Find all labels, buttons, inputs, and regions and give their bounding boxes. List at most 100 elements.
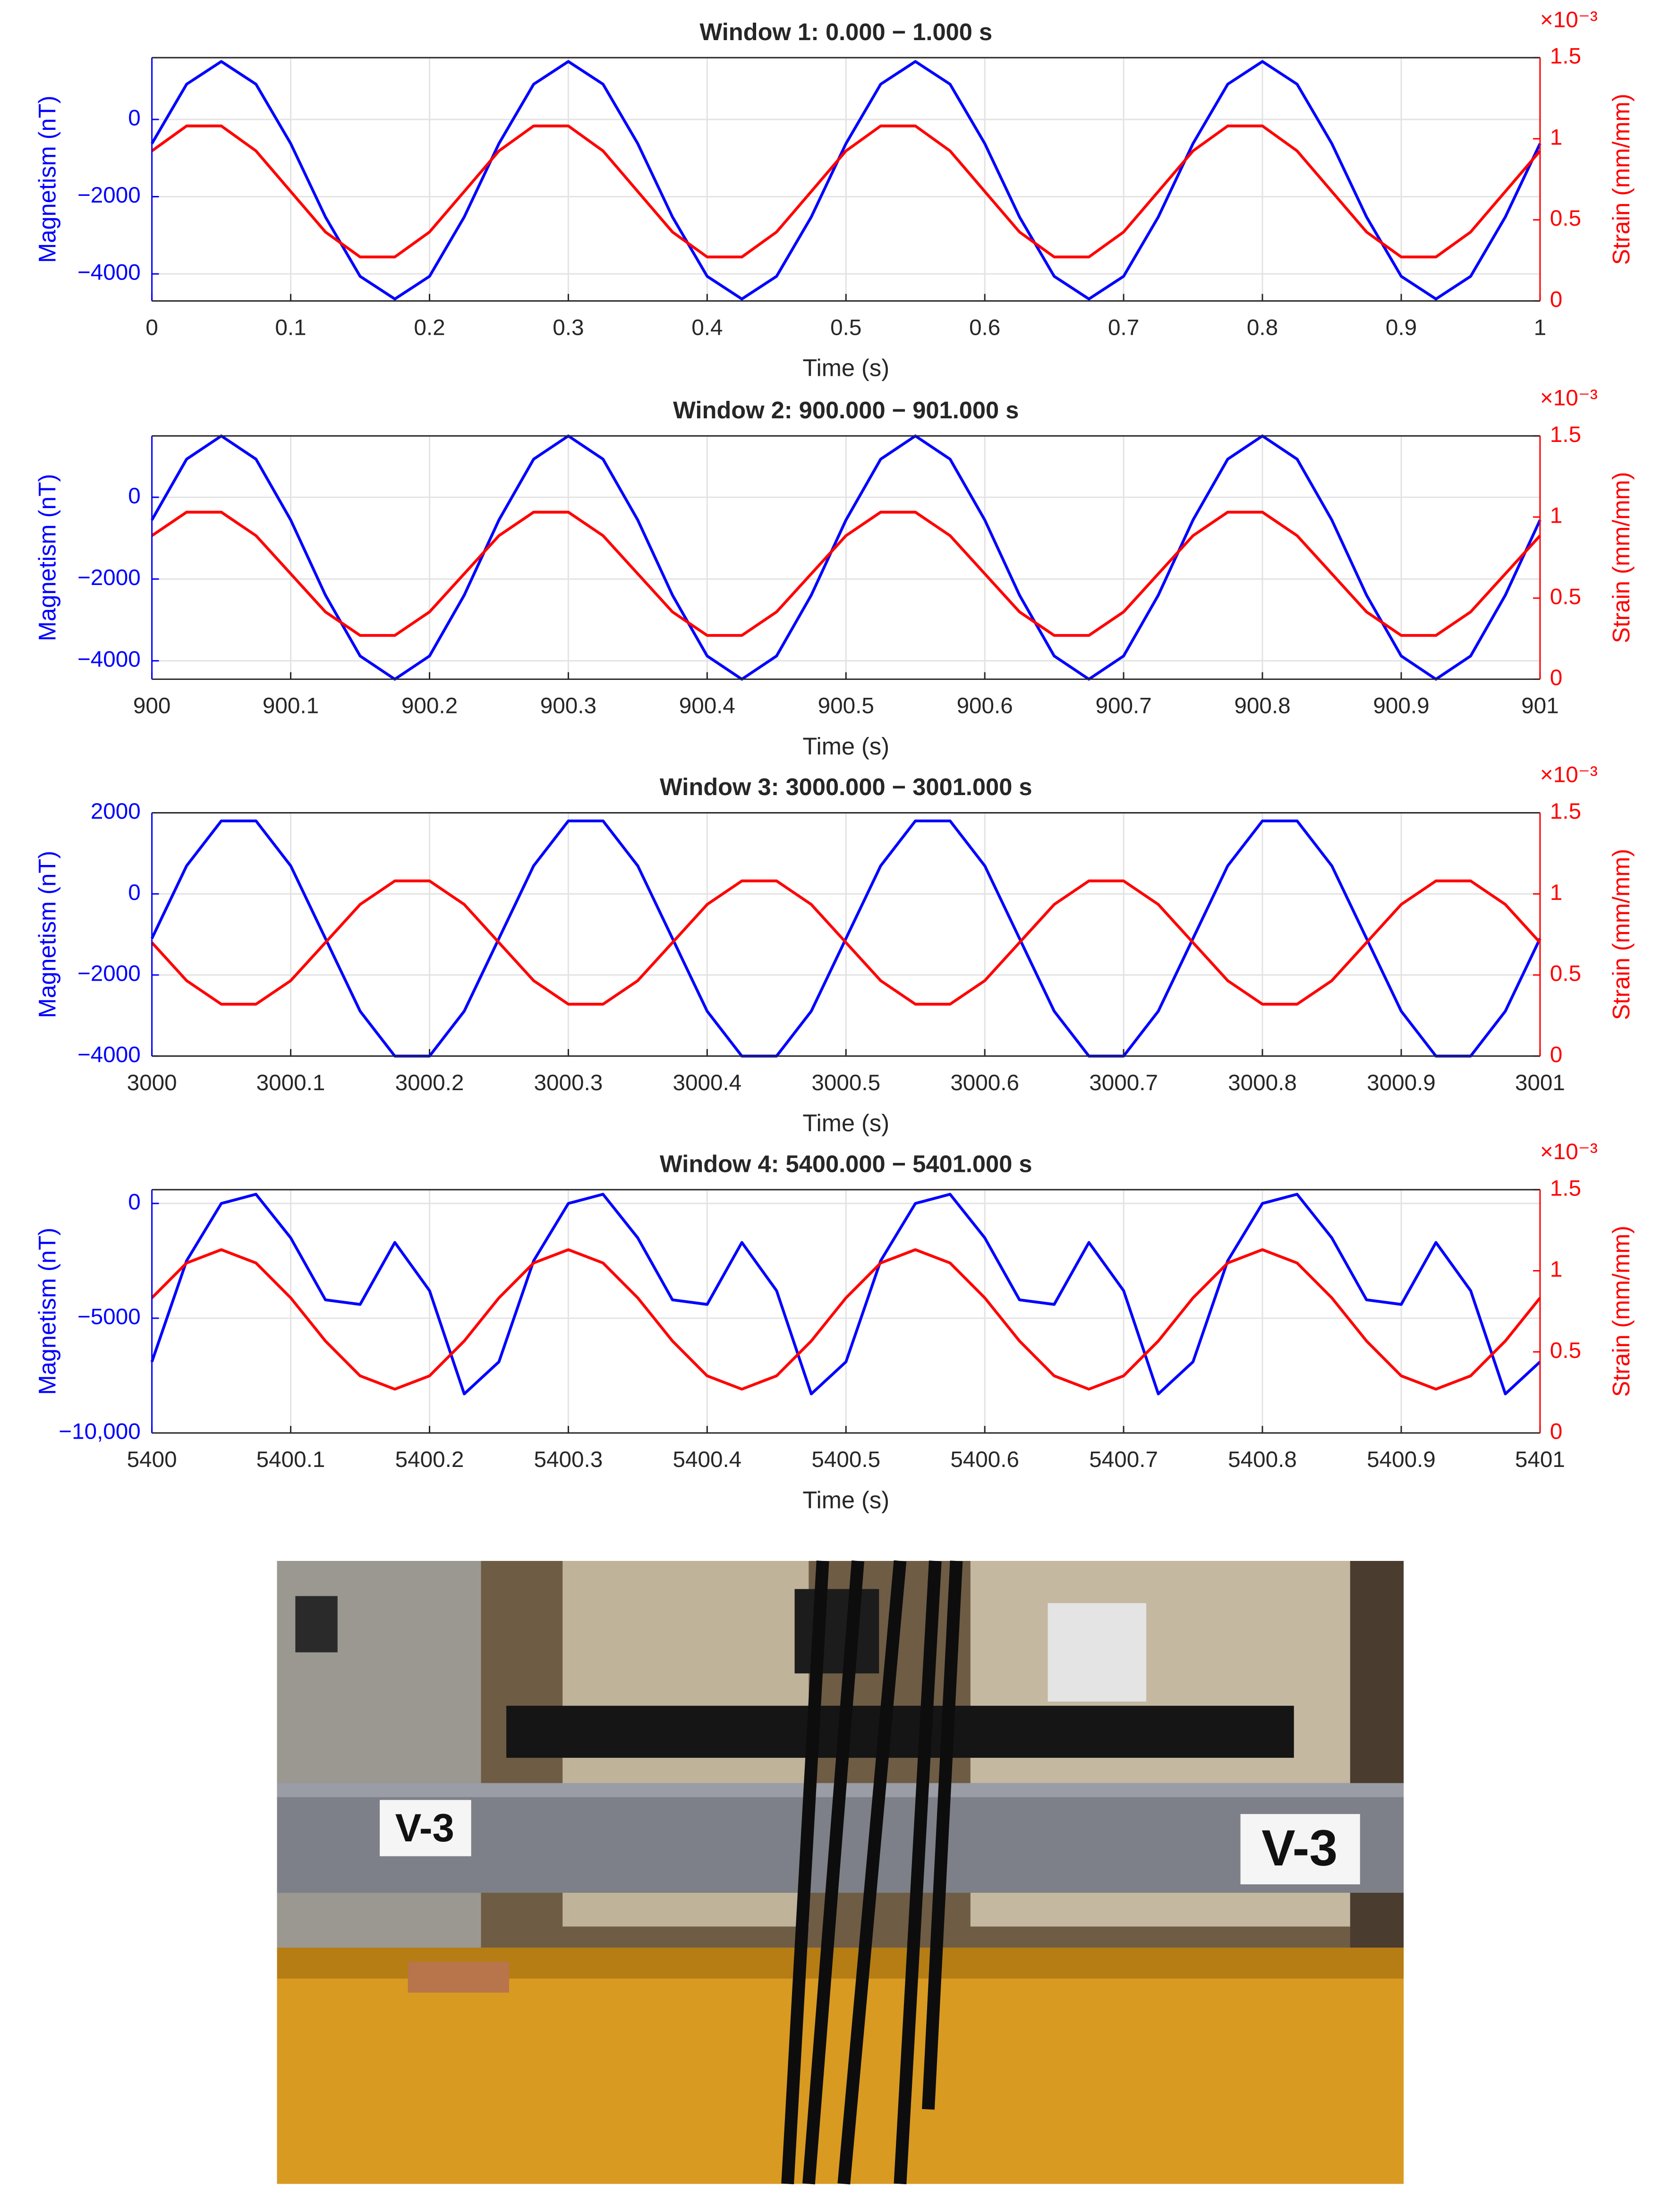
- x-tick-label: 900: [133, 694, 170, 719]
- x-tick-label: 0: [145, 315, 158, 340]
- y2-tick-label: 0.5: [1550, 584, 1581, 609]
- x-tick-label: 900.2: [401, 694, 458, 719]
- y2-tick-label: 1.5: [1550, 799, 1581, 824]
- y-tick-label: 0: [128, 106, 140, 131]
- sign: [295, 1596, 338, 1653]
- y-tick-label: −2000: [77, 565, 141, 590]
- data-line: [151, 510, 1542, 637]
- x-tick-label: 900.6: [957, 694, 1013, 719]
- cables: [781, 1560, 963, 2185]
- x-tick-label: 5400.7: [1089, 1447, 1158, 1472]
- y2-tick-label: 0.5: [1550, 961, 1581, 986]
- x-tick-label: 3000.8: [1228, 1070, 1297, 1095]
- y2-axis-label: Strain (mm/mm): [1608, 1226, 1635, 1397]
- wood-block: [408, 1961, 510, 1993]
- data-line: [150, 1193, 1541, 1396]
- x-tick-label: 0.1: [275, 315, 306, 340]
- x-tick-label: 3000.7: [1089, 1070, 1158, 1095]
- y-tick-label: 2000: [91, 799, 141, 824]
- label-card: [1240, 1814, 1360, 1885]
- x-tick-label: 3000.9: [1367, 1070, 1436, 1095]
- y-tick-label: 0: [128, 880, 140, 905]
- y2-tick-label: 0: [1550, 287, 1562, 312]
- x-tick-label: 900.3: [540, 694, 596, 719]
- x-tick-label: 0.5: [830, 315, 861, 340]
- beam-label: V-3: [395, 1806, 454, 1850]
- chart-title: Window 2: 900.000 − 901.000 s: [673, 397, 1019, 424]
- chart-title: Window 1: 0.000 − 1.000 s: [699, 18, 992, 45]
- x-tick-label: 5400.4: [673, 1447, 741, 1472]
- x-axis-label: Time (s): [802, 1486, 889, 1513]
- chart-title: Window 3: 3000.000 − 3001.000 s: [660, 773, 1032, 800]
- y-axis-label: Magnetism (nT): [34, 96, 61, 263]
- chart-title: Window 4: 5400.000 − 5401.000 s: [660, 1150, 1032, 1177]
- cross-beam: [506, 1705, 1294, 1758]
- y2-exponent: ×10⁻³: [1540, 7, 1598, 32]
- x-tick-label: 3001: [1515, 1070, 1565, 1095]
- y-axis-label: Magnetism (nT): [34, 1228, 61, 1395]
- x-tick-label: 5400.2: [395, 1447, 464, 1472]
- x-tick-label: 3000.6: [950, 1070, 1019, 1095]
- y2-tick-label: 1: [1550, 880, 1562, 905]
- x-tick-label: 900.8: [1234, 694, 1290, 719]
- y2-axis-label: Strain (mm/mm): [1608, 849, 1635, 1020]
- y2-axis-label: Strain (mm/mm): [1608, 93, 1635, 265]
- y2-axis-label: Strain (mm/mm): [1608, 472, 1635, 644]
- x-tick-label: 900.9: [1373, 694, 1429, 719]
- y2-exponent: ×10⁻³: [1540, 385, 1598, 410]
- x-axis-label: Time (s): [802, 355, 889, 381]
- x-tick-label: 5401: [1515, 1447, 1565, 1472]
- x-tick-label: 900.1: [263, 694, 319, 719]
- x-tick-label: 0.9: [1386, 315, 1417, 340]
- x-tick-label: 0.2: [414, 315, 445, 340]
- x-tick-label: 3000.5: [811, 1070, 880, 1095]
- y2-tick-label: 0: [1550, 1419, 1562, 1444]
- y2-exponent: ×10⁻³: [1540, 763, 1598, 788]
- x-tick-label: 3000.1: [256, 1070, 325, 1095]
- actuator: [794, 1589, 879, 1674]
- y-tick-label: −4000: [77, 647, 141, 672]
- x-tick-label: 3000.3: [534, 1070, 603, 1095]
- y-axis-label: Magnetism (nT): [34, 851, 61, 1018]
- y2-tick-label: 1.5: [1550, 422, 1581, 447]
- x-tick-label: 0.7: [1108, 315, 1139, 340]
- data-line: [151, 60, 1542, 301]
- x-tick-label: 900.7: [1096, 694, 1152, 719]
- y-tick-label: 0: [128, 1189, 140, 1214]
- y2-tick-label: 0: [1550, 1042, 1562, 1067]
- x-tick-label: 1: [1534, 315, 1546, 340]
- x-axis-label: Time (s): [802, 733, 889, 760]
- photo: V-3 V-3: [277, 1560, 1404, 2185]
- x-tick-label: 0.3: [553, 315, 584, 340]
- y2-tick-label: 1: [1550, 125, 1562, 150]
- x-tick-label: 3000.4: [673, 1070, 741, 1095]
- y2-tick-label: 1.5: [1550, 44, 1581, 69]
- x-tick-label: 5400.8: [1228, 1447, 1297, 1472]
- data-line: [150, 819, 1542, 1058]
- y-tick-label: −2000: [77, 183, 141, 208]
- data-line: [151, 124, 1542, 259]
- y2-tick-label: 0.5: [1550, 206, 1581, 231]
- x-tick-label: 901: [1521, 694, 1559, 719]
- x-tick-label: 5400: [127, 1447, 177, 1472]
- x-tick-label: 0.4: [691, 315, 723, 340]
- x-tick-label: 5400.9: [1367, 1447, 1436, 1472]
- y-tick-label: −5000: [77, 1305, 141, 1330]
- x-tick-label: 900.5: [818, 694, 874, 719]
- label-card: [380, 1800, 471, 1856]
- data-line: [151, 434, 1542, 681]
- x-tick-label: 0.6: [969, 315, 1000, 340]
- vent: [1048, 1603, 1147, 1702]
- x-tick-label: 900.4: [679, 694, 735, 719]
- data-line: [151, 879, 1542, 1006]
- y2-tick-label: 0: [1550, 665, 1562, 690]
- y2-tick-label: 1: [1550, 1257, 1562, 1282]
- y-tick-label: 0: [128, 483, 140, 509]
- y2-tick-label: 0.5: [1550, 1338, 1581, 1363]
- y2-tick-label: 1.5: [1550, 1176, 1581, 1201]
- x-tick-label: 3000.2: [395, 1070, 464, 1095]
- y2-tick-label: 1: [1550, 503, 1562, 528]
- y-tick-label: −4000: [77, 1042, 141, 1067]
